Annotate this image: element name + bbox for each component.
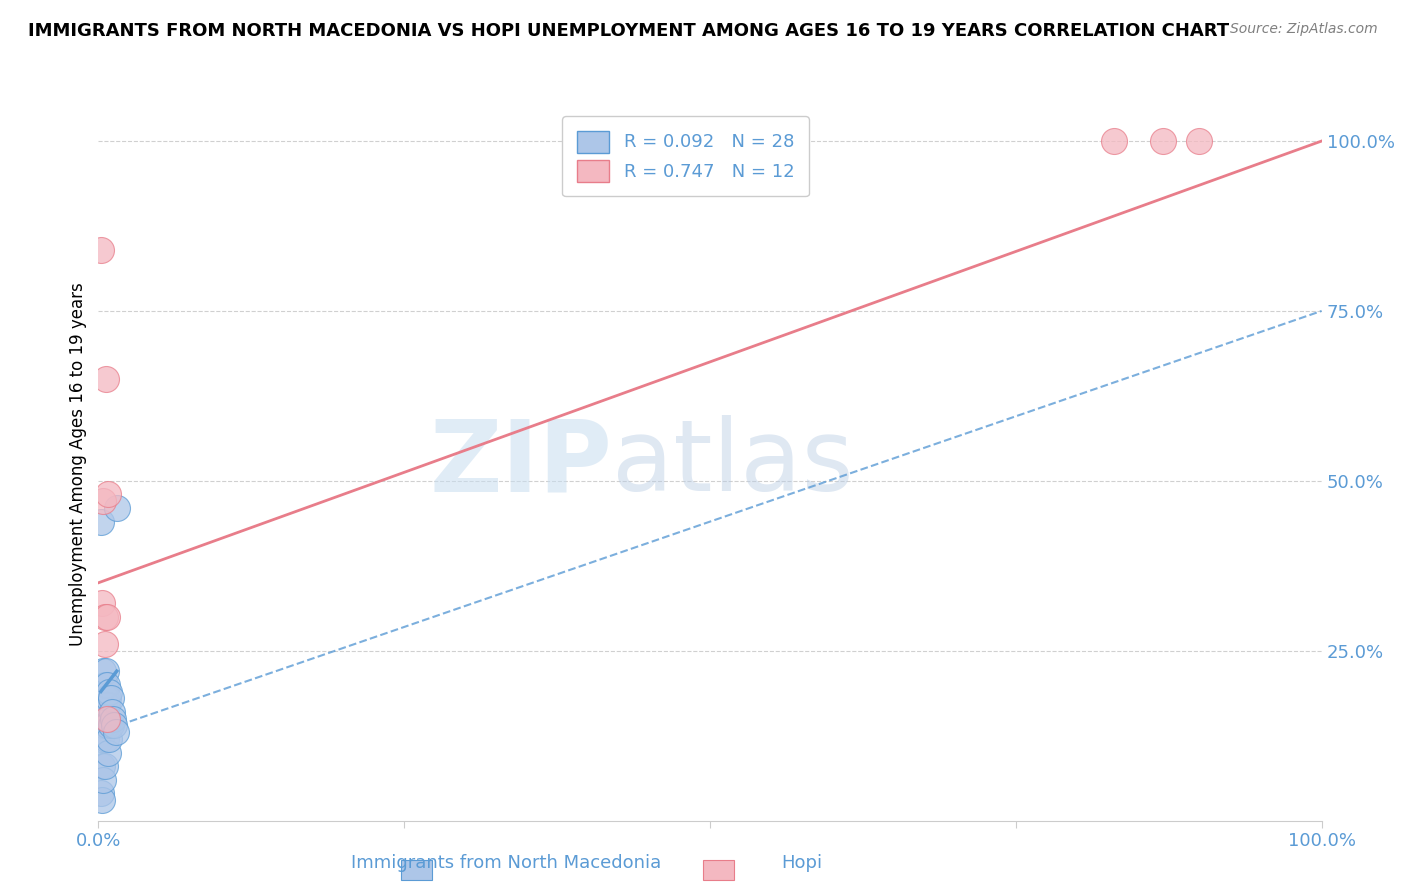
Point	[101, 705, 124, 719]
Point	[1152, 134, 1174, 148]
Point	[94, 372, 117, 386]
Point	[96, 609, 118, 624]
Point	[94, 691, 117, 706]
Point	[96, 678, 118, 692]
Point	[100, 718, 122, 732]
Point	[1102, 134, 1125, 148]
Point	[104, 725, 127, 739]
Point	[101, 712, 124, 726]
Legend: R = 0.092   N = 28, R = 0.747   N = 12: R = 0.092 N = 28, R = 0.747 N = 12	[562, 116, 808, 196]
Point	[93, 759, 115, 773]
Text: atlas: atlas	[612, 416, 853, 512]
Point	[96, 712, 118, 726]
Point	[98, 684, 121, 698]
Point	[91, 772, 114, 787]
Text: Source: ZipAtlas.com: Source: ZipAtlas.com	[1230, 22, 1378, 37]
Point	[100, 691, 122, 706]
Point	[91, 718, 114, 732]
Point	[103, 718, 125, 732]
Point	[91, 494, 114, 508]
Point	[98, 732, 121, 747]
Point	[90, 515, 112, 529]
Point	[97, 691, 120, 706]
Text: IMMIGRANTS FROM NORTH MACEDONIA VS HOPI UNEMPLOYMENT AMONG AGES 16 TO 19 YEARS C: IMMIGRANTS FROM NORTH MACEDONIA VS HOPI …	[28, 22, 1229, 40]
Point	[91, 759, 114, 773]
Text: Hopi: Hopi	[780, 855, 823, 872]
Point	[90, 243, 112, 257]
Text: ZIP: ZIP	[429, 416, 612, 512]
Point	[90, 732, 112, 747]
Point	[96, 718, 118, 732]
Point	[96, 698, 118, 712]
Point	[94, 732, 117, 747]
Point	[97, 746, 120, 760]
Point	[91, 664, 114, 678]
Y-axis label: Unemployment Among Ages 16 to 19 years: Unemployment Among Ages 16 to 19 years	[69, 282, 87, 646]
Point	[97, 487, 120, 501]
Text: Immigrants from North Macedonia: Immigrants from North Macedonia	[352, 855, 661, 872]
Point	[105, 501, 128, 516]
Point	[91, 793, 114, 807]
Point	[94, 664, 117, 678]
Point	[93, 609, 115, 624]
Point	[1188, 134, 1211, 148]
Point	[93, 637, 115, 651]
Point	[93, 678, 115, 692]
Point	[90, 787, 112, 801]
Point	[93, 712, 115, 726]
Point	[91, 596, 114, 610]
